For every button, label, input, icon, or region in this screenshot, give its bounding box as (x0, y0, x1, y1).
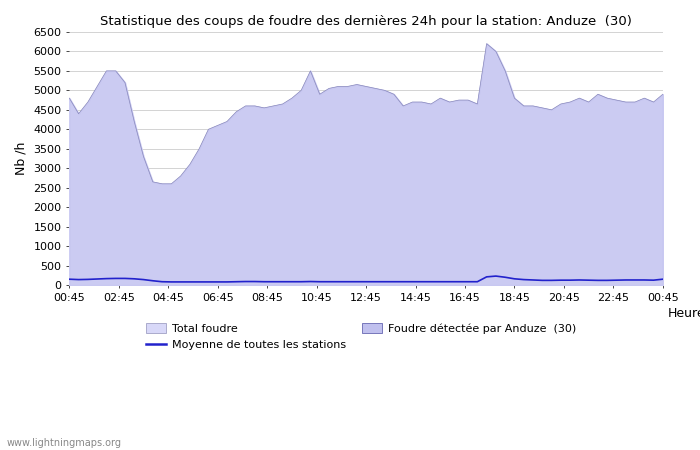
X-axis label: Heure: Heure (668, 306, 700, 320)
Y-axis label: Nb /h: Nb /h (15, 142, 28, 175)
Title: Statistique des coups de foudre des dernières 24h pour la station: Anduze  (30): Statistique des coups de foudre des dern… (100, 15, 632, 28)
Text: www.lightningmaps.org: www.lightningmaps.org (7, 438, 122, 448)
Legend: Total foudre, Moyenne de toutes les stations, Foudre détectée par Anduze  (30): Total foudre, Moyenne de toutes les stat… (146, 323, 576, 351)
